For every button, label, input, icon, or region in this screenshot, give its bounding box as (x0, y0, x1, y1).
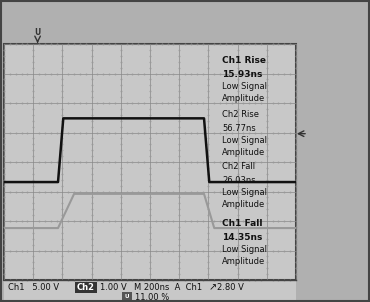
Text: Low Signal: Low Signal (222, 82, 267, 91)
Text: ↗: ↗ (209, 282, 217, 292)
Text: 11.00 %: 11.00 % (135, 293, 169, 301)
Text: Ch2: Ch2 (77, 284, 95, 293)
Text: 56.77ns: 56.77ns (222, 124, 256, 133)
Text: Ch2 Rise: Ch2 Rise (222, 110, 259, 119)
Text: 1.00 V: 1.00 V (100, 284, 127, 293)
Text: Low Signal: Low Signal (222, 188, 267, 197)
Text: 15.93ns: 15.93ns (222, 70, 262, 79)
Text: Low Signal: Low Signal (222, 136, 267, 145)
Text: U: U (125, 294, 129, 300)
Bar (4, 44, 296, 280)
Bar (75, 282, 97, 293)
Text: Ch1 Fall: Ch1 Fall (222, 219, 262, 228)
Text: M 200ns  A  Ch1: M 200ns A Ch1 (134, 284, 202, 293)
Text: 2.80 V: 2.80 V (217, 284, 244, 293)
Text: Amplitude: Amplitude (222, 148, 265, 157)
Text: Ch1   5.00 V: Ch1 5.00 V (8, 284, 59, 293)
Text: 26.03ns: 26.03ns (222, 176, 256, 185)
Text: 14.35ns: 14.35ns (222, 233, 262, 242)
Text: Ch2 Fall: Ch2 Fall (222, 162, 255, 171)
Bar (4, 280, 296, 302)
Text: U: U (34, 28, 41, 37)
Text: Amplitude: Amplitude (222, 257, 265, 266)
Text: Amplitude: Amplitude (222, 200, 265, 209)
Text: Low Signal: Low Signal (222, 245, 267, 254)
Text: Amplitude: Amplitude (222, 94, 265, 103)
Bar (122, 292, 132, 301)
Text: Ch1 Rise: Ch1 Rise (222, 56, 266, 65)
